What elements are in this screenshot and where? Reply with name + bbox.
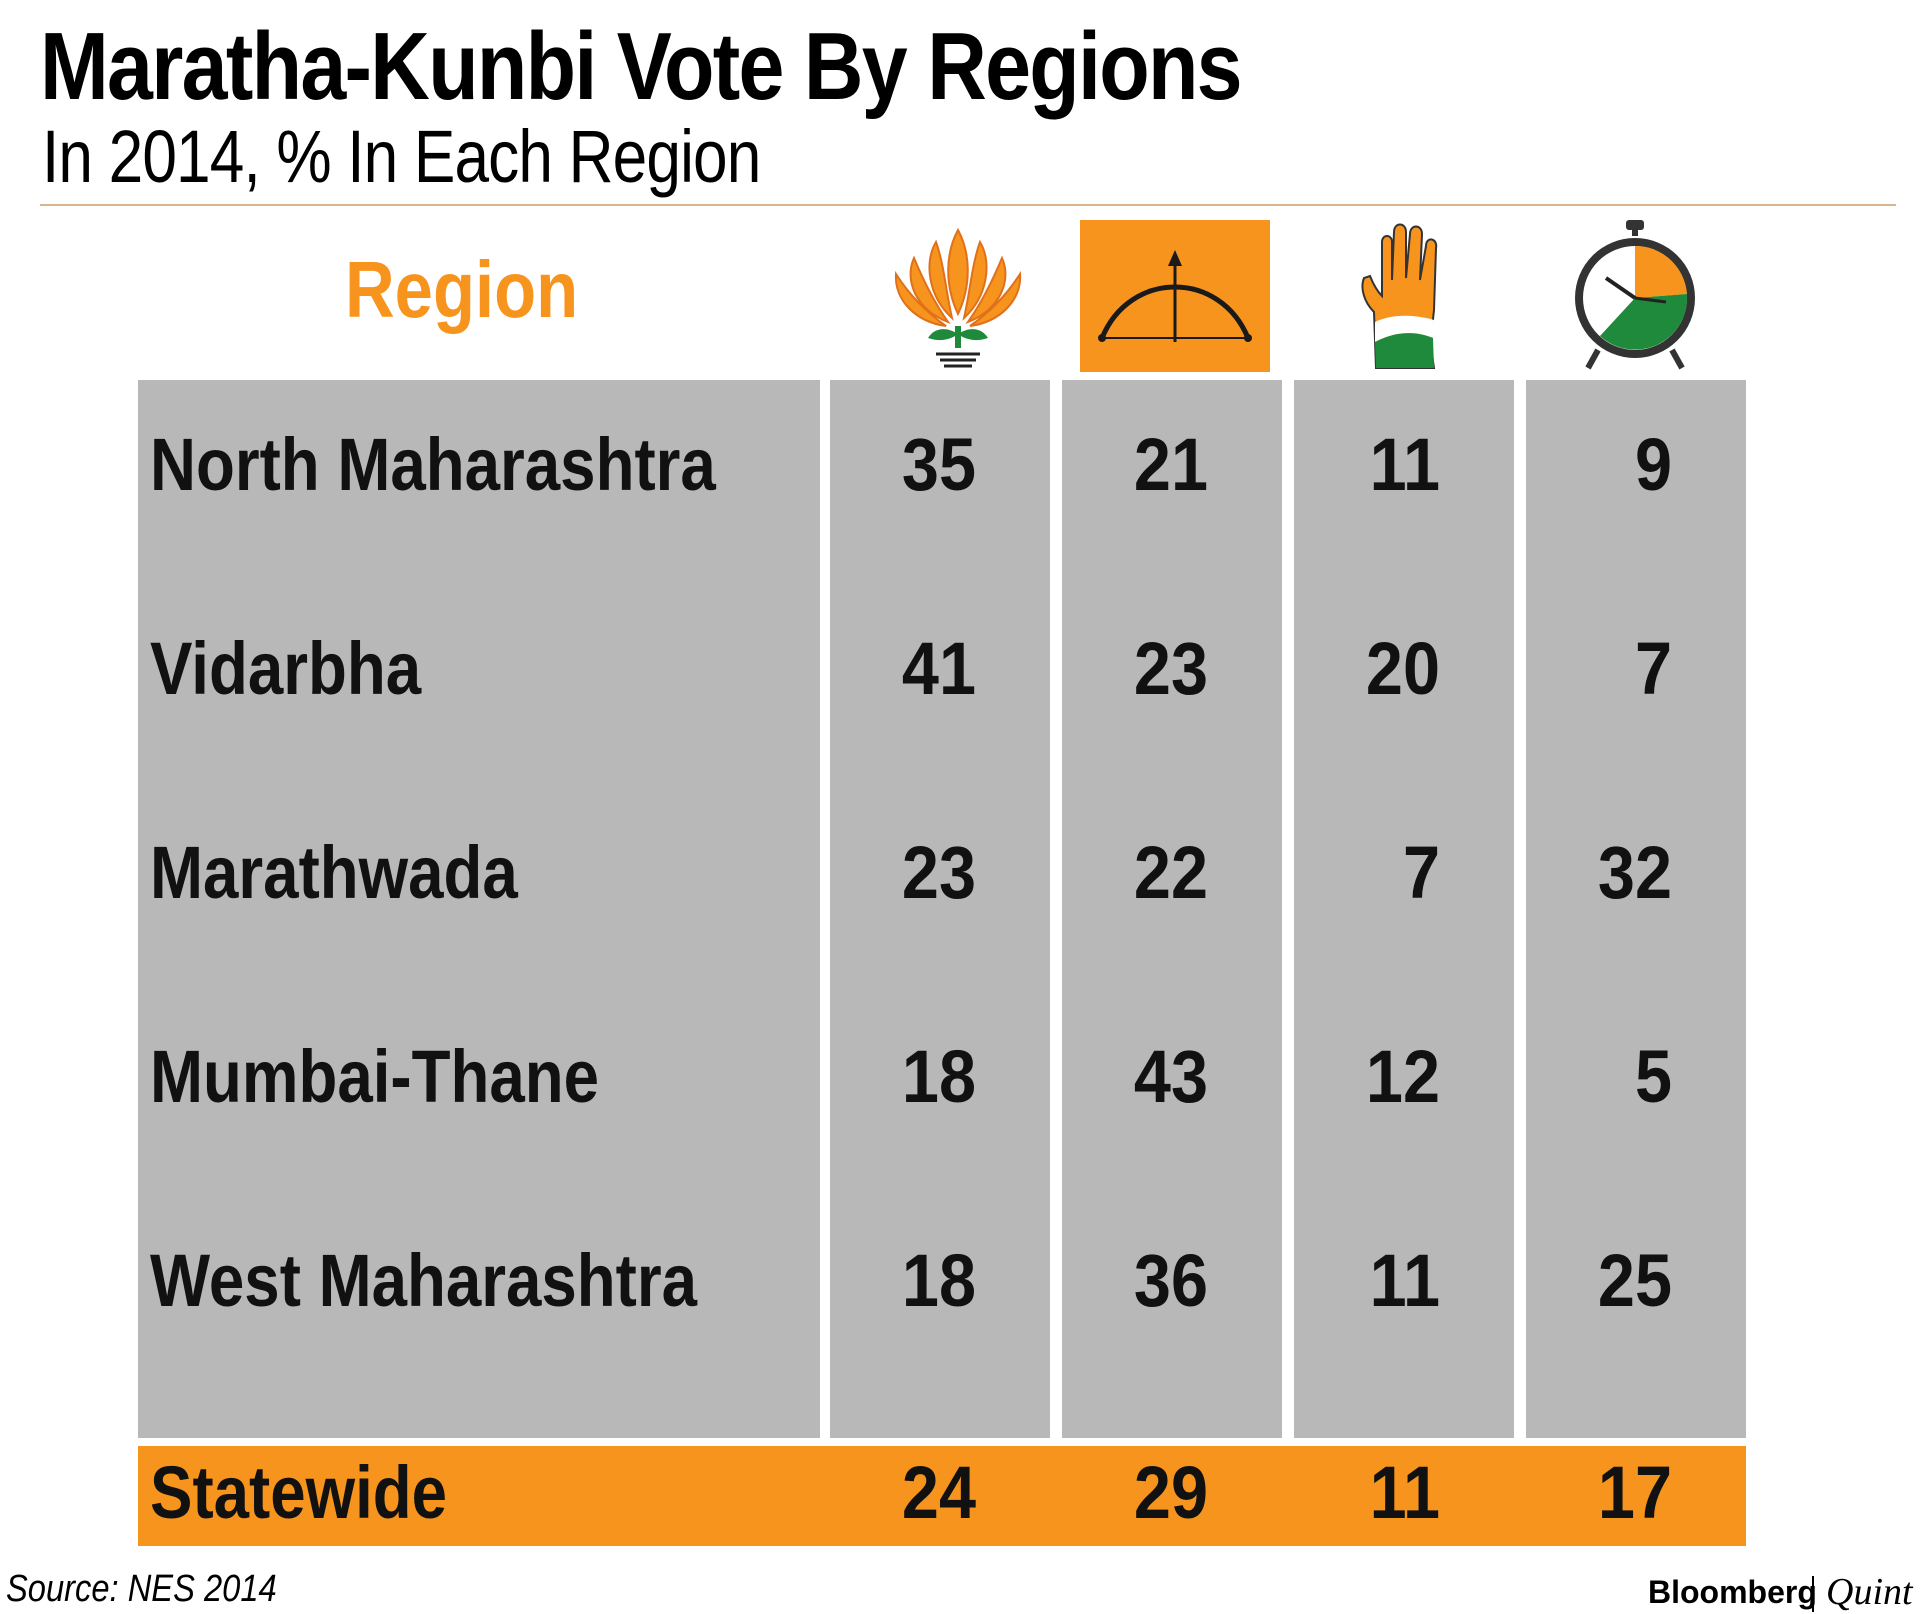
bow-and-arrow-icon: [1080, 220, 1270, 372]
table-cell-value: 18: [901, 1239, 976, 1322]
table-cell-value: 25: [1597, 1239, 1672, 1322]
statewide-row-bar: [138, 1446, 1746, 1546]
table-cell-value: 22: [1133, 831, 1208, 914]
brand-logo-text-secondary: Quint: [1826, 1571, 1913, 1613]
region-label: Vidarbha: [150, 627, 422, 710]
table-cell-value: 23: [1133, 627, 1208, 710]
statewide-cell-value: 11: [1369, 1451, 1440, 1534]
region-label: North Maharashtra: [150, 423, 716, 506]
table-cell-value: 36: [1133, 1239, 1208, 1322]
table-cell-value: 9: [1634, 423, 1672, 506]
statewide-cell-value: 29: [1133, 1451, 1208, 1534]
table-cell-value: 11: [1369, 1239, 1440, 1322]
source-note: Source: NES 2014: [6, 1568, 277, 1610]
page-title: Maratha-Kunbi Vote By Regions: [40, 13, 1243, 120]
table-cell-value: 12: [1365, 1035, 1440, 1118]
table-cell-value: 7: [1634, 627, 1672, 710]
table-cell-value: 18: [901, 1035, 976, 1118]
party-column-panel: [830, 380, 1050, 1438]
statewide-cell-value: 17: [1597, 1451, 1672, 1534]
region-label: Mumbai-Thane: [150, 1035, 600, 1118]
clock-icon: [1575, 220, 1695, 370]
table-cell-value: 41: [901, 627, 976, 710]
party-column-panel: [1526, 380, 1746, 1438]
statewide-cell-value: 24: [901, 1451, 976, 1534]
region-column-header: Region: [345, 245, 579, 334]
lotus-icon: [894, 227, 1022, 368]
page-subtitle: In 2014, % In Each Region: [42, 115, 761, 198]
header-divider: [40, 204, 1896, 206]
hand-icon: [1361, 223, 1438, 369]
table-cell-value: 32: [1597, 831, 1672, 914]
table-cell-value: 35: [901, 423, 976, 506]
party-column-panel: [1294, 380, 1514, 1438]
region-label: West Maharashtra: [150, 1239, 698, 1322]
table-cell-value: 20: [1365, 627, 1440, 710]
brand-logo-text: Bloomberg: [1648, 1574, 1817, 1610]
table-cell-value: 7: [1402, 831, 1440, 914]
table-cell-value: 11: [1369, 423, 1440, 506]
table-cell-value: 21: [1133, 423, 1208, 506]
table-cell-value: 43: [1133, 1035, 1208, 1118]
region-column-panel: [138, 380, 820, 1438]
brand-divider: [1812, 1576, 1814, 1612]
table-cell-value: 23: [901, 831, 976, 914]
table-cell-value: 5: [1634, 1035, 1672, 1118]
party-column-panel: [1062, 380, 1282, 1438]
region-label: Marathwada: [150, 831, 518, 914]
statewide-label: Statewide: [150, 1451, 448, 1534]
